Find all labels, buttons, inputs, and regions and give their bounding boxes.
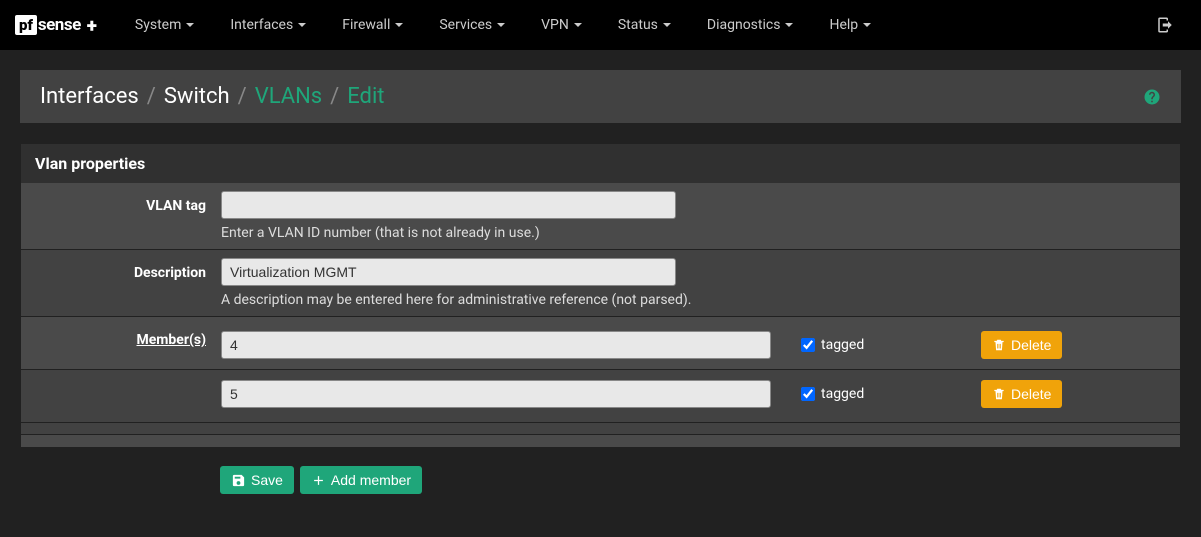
member-row: tagged Delete — [221, 374, 1165, 414]
vlan-tag-label: VLAN tag — [21, 191, 221, 241]
brand-logo[interactable]: pf sense + — [15, 14, 97, 37]
add-member-button[interactable]: Add member — [300, 466, 422, 494]
nav-status[interactable]: Status — [600, 2, 689, 48]
form-row-description: Description A description may be entered… — [21, 250, 1180, 317]
form-row-member-1: tagged Delete — [21, 370, 1180, 423]
vlan-properties-panel: Vlan properties VLAN tag Enter a VLAN ID… — [20, 143, 1181, 448]
vlan-tag-input[interactable] — [221, 191, 676, 219]
tagged-checkbox[interactable] — [801, 338, 815, 352]
tagged-label: tagged — [821, 386, 864, 402]
trash-icon — [992, 338, 1006, 352]
help-icon[interactable] — [1143, 88, 1161, 106]
nav-firewall[interactable]: Firewall — [324, 2, 421, 48]
nav-diagnostics[interactable]: Diagnostics — [689, 2, 812, 48]
chevron-down-icon — [863, 23, 871, 27]
delete-member-button[interactable]: Delete — [981, 331, 1062, 359]
nav-menu: System Interfaces Firewall Services VPN … — [117, 2, 1144, 48]
page-container: Interfaces / Switch / VLANs / Edit Vlan … — [0, 50, 1201, 534]
description-label: Description — [21, 258, 221, 308]
description-help: A description may be entered here for ad… — [221, 292, 1165, 308]
chevron-down-icon — [574, 23, 582, 27]
chevron-down-icon — [395, 23, 403, 27]
spacer — [21, 435, 1180, 447]
breadcrumb: Interfaces / Switch / VLANs / Edit — [40, 84, 385, 109]
breadcrumb-interfaces[interactable]: Interfaces — [40, 84, 139, 109]
vlan-tag-help: Enter a VLAN ID number (that is not alre… — [221, 225, 1165, 241]
brand-box: pf — [15, 15, 37, 35]
tagged-checkbox-wrap[interactable]: tagged — [801, 386, 951, 402]
form-row-member-0: Member(s) tagged Delete — [21, 317, 1180, 370]
panel-heading: Vlan properties — [21, 144, 1180, 183]
chevron-down-icon — [186, 23, 194, 27]
member-value-input[interactable] — [221, 331, 771, 359]
member-value-input[interactable] — [221, 380, 771, 408]
brand-text: sense — [38, 15, 81, 35]
description-input[interactable] — [221, 258, 676, 286]
logout-icon[interactable] — [1144, 16, 1186, 34]
breadcrumb-panel: Interfaces / Switch / VLANs / Edit — [20, 70, 1181, 123]
nav-services[interactable]: Services — [421, 2, 523, 48]
plus-icon — [311, 473, 326, 488]
nav-vpn[interactable]: VPN — [523, 2, 600, 48]
save-button[interactable]: Save — [220, 466, 294, 494]
chevron-down-icon — [663, 23, 671, 27]
member-row: tagged Delete — [221, 325, 1165, 365]
chevron-down-icon — [497, 23, 505, 27]
nav-help[interactable]: Help — [811, 2, 889, 48]
form-row-vlan-tag: VLAN tag Enter a VLAN ID number (that is… — [21, 183, 1180, 250]
tagged-label: tagged — [821, 337, 864, 353]
tagged-checkbox-wrap[interactable]: tagged — [801, 337, 951, 353]
save-icon — [231, 473, 246, 488]
chevron-down-icon — [298, 23, 306, 27]
breadcrumb-switch[interactable]: Switch — [164, 84, 230, 109]
spacer — [21, 423, 1180, 435]
top-navbar: pf sense + System Interfaces Firewall Se… — [0, 0, 1201, 50]
breadcrumb-vlans[interactable]: VLANs — [255, 84, 322, 109]
nav-interfaces[interactable]: Interfaces — [212, 2, 324, 48]
breadcrumb-sep: / — [330, 84, 339, 109]
breadcrumb-edit[interactable]: Edit — [347, 84, 384, 109]
nav-system[interactable]: System — [117, 2, 212, 48]
breadcrumb-sep: / — [147, 84, 156, 109]
action-bar: Save Add member — [20, 466, 1181, 494]
brand-plus: + — [87, 14, 97, 37]
breadcrumb-sep: / — [238, 84, 247, 109]
tagged-checkbox[interactable] — [801, 387, 815, 401]
members-label[interactable]: Member(s) — [136, 332, 206, 348]
chevron-down-icon — [785, 23, 793, 27]
trash-icon — [992, 387, 1006, 401]
delete-member-button[interactable]: Delete — [981, 380, 1062, 408]
